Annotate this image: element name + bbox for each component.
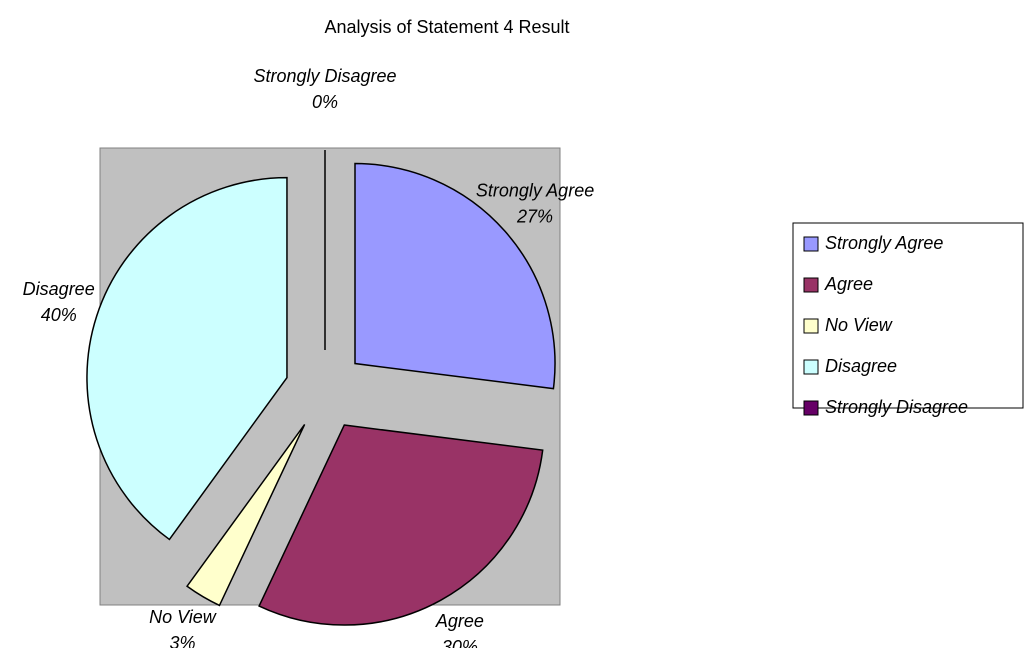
pie-slice	[86, 176, 288, 541]
chart-title: Analysis of Statement 4 Result	[324, 17, 569, 37]
pie-slice	[354, 162, 556, 390]
legend-swatch	[803, 236, 819, 252]
slice-value-label: 3%	[169, 633, 195, 648]
legend	[792, 222, 1024, 409]
slice-label: Strongly Agree	[476, 181, 594, 201]
legend-swatch	[803, 277, 819, 293]
legend-label: No View	[825, 315, 893, 335]
legend-label: Strongly Disagree	[825, 397, 968, 417]
slice-value-label: 27%	[516, 207, 553, 227]
legend-label: Disagree	[825, 356, 897, 376]
legend-swatch	[803, 359, 819, 375]
pie-slice	[258, 424, 544, 626]
slice-value-label: 40%	[41, 305, 77, 325]
slice-value-label: 30%	[442, 637, 478, 648]
slice-value-label: 0%	[312, 92, 338, 112]
legend-label: Strongly Agree	[825, 233, 943, 253]
legend-swatch	[803, 400, 819, 416]
legend-swatch	[803, 318, 819, 334]
slice-label: Strongly Disagree	[253, 66, 396, 86]
slice-label: Disagree	[23, 279, 95, 299]
pie-slice	[186, 423, 306, 607]
slice-label: No View	[149, 607, 217, 627]
slice-label: Agree	[435, 611, 484, 631]
legend-label: Agree	[824, 274, 873, 294]
